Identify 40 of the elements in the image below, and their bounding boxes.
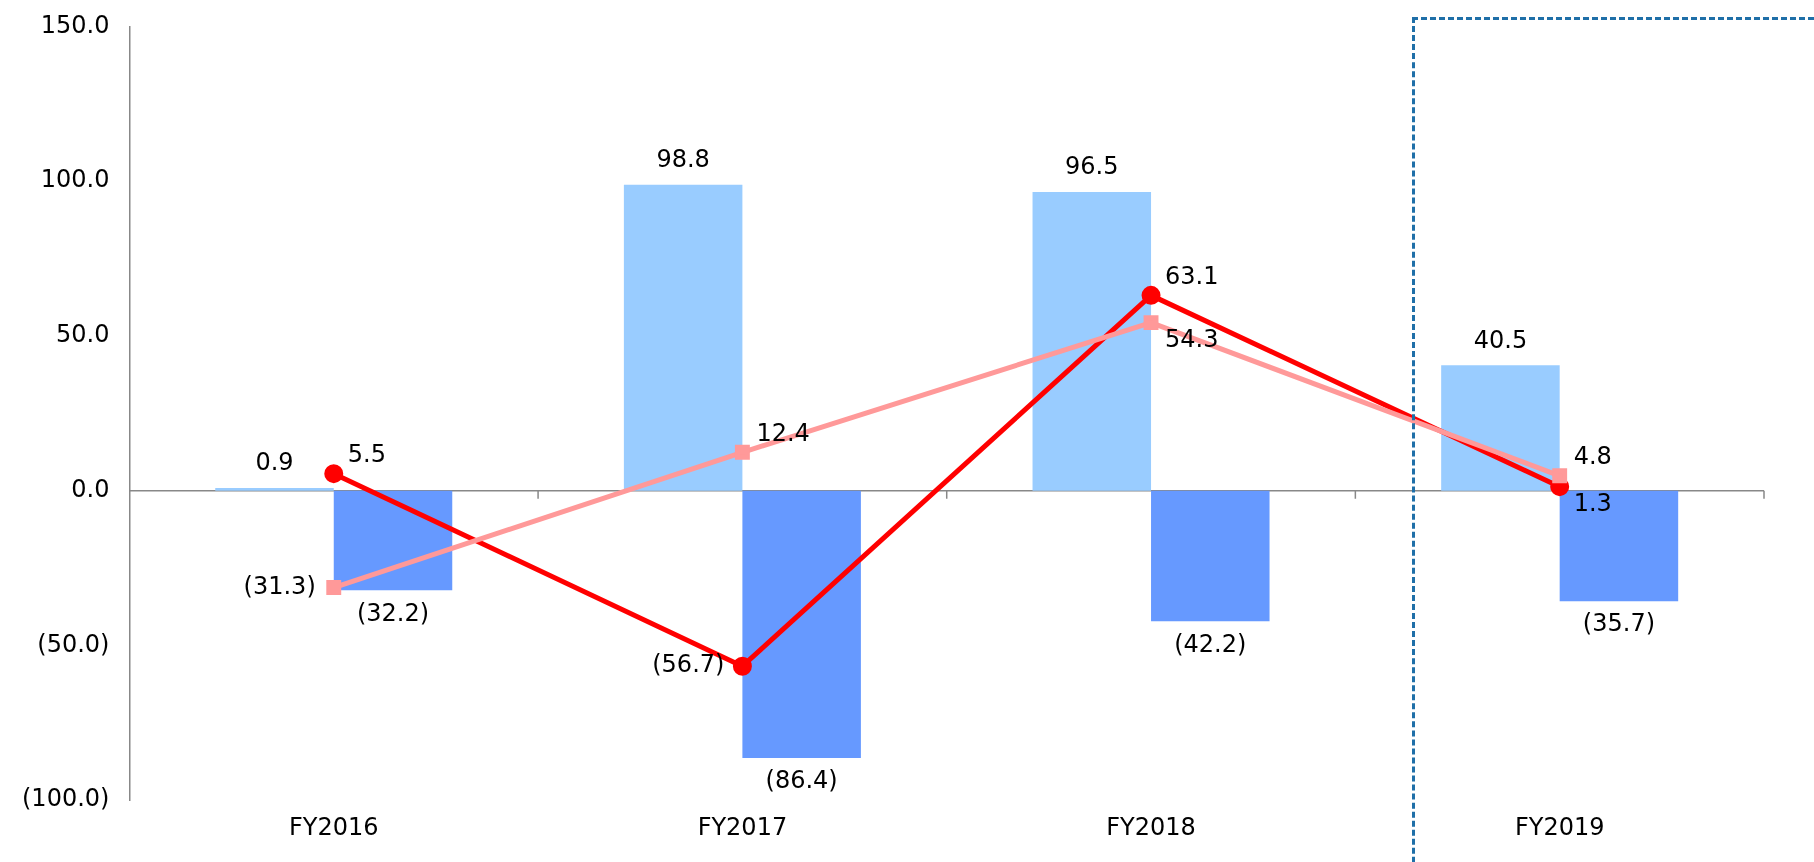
data-label: 40.5 [1473, 325, 1528, 354]
y-tick-label: 150.0 [40, 10, 110, 39]
data-label: 0.9 [255, 448, 294, 477]
y-tick-label: 50.0 [56, 320, 110, 349]
x-tick-label: FY2019 [1514, 812, 1605, 841]
data-label: 98.8 [656, 145, 710, 174]
bar [1032, 191, 1152, 491]
data-label: 63.1 [1165, 261, 1219, 290]
bar [1441, 365, 1560, 491]
y-tick-label: (100.0) [22, 784, 110, 813]
data-label: 1.3 [1573, 488, 1612, 517]
data-label: (42.2) [1174, 629, 1247, 658]
x-tick-label: FY2016 [288, 812, 379, 841]
point [324, 464, 344, 484]
point [1552, 468, 1568, 484]
x-tick-label: FY2018 [1106, 812, 1196, 841]
bar [333, 490, 453, 591]
x-tick-label: FY2017 [697, 812, 788, 841]
point [734, 444, 750, 460]
bar [623, 184, 743, 491]
data-label: 4.8 [1573, 442, 1612, 471]
data-label: 54.3 [1165, 324, 1219, 353]
data-label: 5.5 [347, 439, 386, 468]
data-label: 12.4 [756, 418, 810, 447]
y-tick-label: 100.0 [40, 165, 110, 194]
data-label: 96.5 [1065, 152, 1119, 181]
data-label: (86.4) [765, 766, 838, 795]
data-label: (32.2) [356, 598, 430, 627]
point [1143, 315, 1159, 331]
point [1141, 285, 1161, 305]
point [732, 656, 752, 676]
y-tick-label: (50.0) [37, 629, 110, 658]
data-label: (35.7) [1582, 609, 1656, 638]
bar [1559, 490, 1679, 602]
bar [1151, 490, 1270, 622]
data-label: (56.7) [652, 650, 725, 679]
y-tick-label: 0.0 [71, 474, 110, 503]
bar [742, 490, 861, 759]
data-label: (31.3) [243, 571, 316, 600]
point [326, 580, 342, 596]
